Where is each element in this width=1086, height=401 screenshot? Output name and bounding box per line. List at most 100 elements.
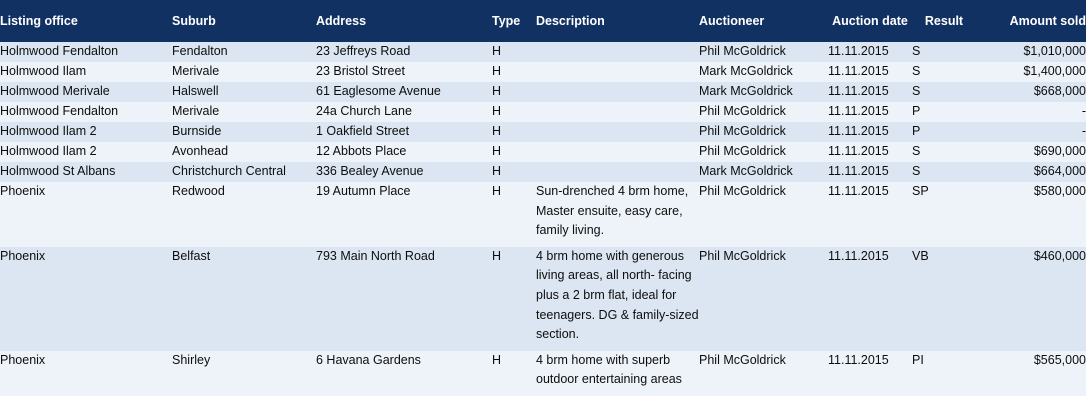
cell-amount-sold: - — [1081, 124, 1086, 138]
cell-auction-date: 11.11.2015 — [828, 124, 889, 138]
cell-auction-date: 11.11.2015 — [828, 64, 889, 78]
cell-description: 4 brm home with generous living areas, a… — [536, 248, 699, 342]
cell-type: H — [492, 144, 502, 158]
cell-auctioneer: Phil McGoldrick — [699, 184, 786, 198]
cell-type: H — [492, 184, 502, 198]
cell-auctioneer: Mark McGoldrick — [699, 164, 793, 178]
table-row[interactable]: Holmwood Fendalton Fendalton 23 Jeffreys R… — [0, 42, 1086, 62]
cell-listing-office: Phoenix — [0, 248, 46, 263]
table-row[interactable]: Holmwood Ilam Merivale 23 Bristol Street H M… — [0, 62, 1086, 82]
cell-auctioneer: Phil McGoldrick — [699, 44, 786, 58]
cell-address: 12 Abbots Place — [316, 144, 407, 158]
cell-listing-office: Holmwood Ilam 2 — [0, 144, 97, 158]
table-row[interactable]: Holmwood St Albans Christchurch Central 33… — [0, 162, 1086, 182]
cell-auction-date: 11.11.2015 — [828, 248, 889, 263]
cell-suburb: Merivale — [172, 64, 220, 78]
cell-address: 23 Jeffreys Road — [316, 44, 411, 58]
cell-type: H — [492, 164, 502, 178]
cell-listing-office: Holmwood Ilam 2 — [0, 124, 97, 138]
cell-suburb: Fendalton — [172, 44, 228, 58]
cell-description — [536, 122, 699, 142]
table-row[interactable]: Holmwood Merivale Halswell 61 Eaglesome Av… — [0, 82, 1086, 102]
cell-listing-office: Holmwood Fendalton — [0, 44, 119, 58]
cell-address: 61 Eaglesome Avenue — [316, 84, 441, 98]
cell-auction-date: 11.11.2015 — [828, 144, 889, 158]
table-row[interactable]: Holmwood Fendalton Merivale 24a Church Lan… — [0, 102, 1086, 122]
table-row[interactable]: Holmwood Ilam 2 Burnside 1 Oakfield Street… — [0, 122, 1086, 142]
cell-amount-sold: $664,000 — [1033, 164, 1086, 178]
cell-suburb: Merivale — [172, 104, 220, 118]
column-header-description[interactable]: Description — [536, 0, 699, 42]
cell-description — [536, 82, 699, 102]
cell-description — [536, 102, 699, 122]
cell-suburb: Belfast — [172, 248, 211, 263]
cell-address: 336 Bealey Avenue — [316, 164, 424, 178]
cell-auction-date: 11.11.2015 — [828, 352, 889, 367]
column-header-suburb[interactable]: Suburb — [172, 0, 316, 42]
cell-result: S — [912, 44, 921, 58]
cell-auction-date: 11.11.2015 — [828, 44, 889, 58]
cell-type: H — [492, 104, 502, 118]
cell-listing-office: Phoenix — [0, 184, 46, 198]
cell-type: H — [492, 84, 502, 98]
table-row[interactable]: Phoenix Redwood 19 Autumn Place H Sun-drench… — [0, 182, 1086, 247]
table-row[interactable]: Phoenix Shirley 6 Havana Gardens H 4 brm hom… — [0, 350, 1086, 396]
cell-auctioneer: Mark McGoldrick — [699, 84, 793, 98]
table-header-row: Listing office Suburb Address Type Descr… — [0, 0, 1086, 42]
column-header-result[interactable]: Result — [912, 0, 976, 42]
column-header-amount-sold[interactable]: Amount sold — [976, 0, 1086, 42]
column-header-type[interactable]: Type — [492, 0, 536, 42]
cell-auctioneer: Phil McGoldrick — [699, 352, 786, 367]
cell-auction-date: 11.11.2015 — [828, 184, 889, 198]
column-header-address[interactable]: Address — [316, 0, 492, 42]
cell-address: 24a Church Lane — [316, 104, 412, 118]
column-header-listing-office[interactable]: Listing office — [0, 0, 172, 42]
cell-description — [536, 142, 699, 162]
cell-auctioneer: Phil McGoldrick — [699, 248, 786, 263]
cell-amount-sold: $565,000 — [1033, 352, 1086, 367]
cell-result: PI — [912, 352, 924, 367]
cell-amount-sold: $580,000 — [1033, 184, 1086, 198]
cell-auctioneer: Phil McGoldrick — [699, 144, 786, 158]
cell-auction-date: 11.11.2015 — [828, 164, 889, 178]
cell-suburb: Burnside — [172, 124, 222, 138]
cell-auctioneer: Mark McGoldrick — [699, 64, 793, 78]
cell-address: 1 Oakfield Street — [316, 124, 410, 138]
cell-suburb: Avonhead — [172, 144, 229, 158]
cell-auctioneer: Phil McGoldrick — [699, 104, 786, 118]
cell-listing-office: Holmwood Ilam — [0, 64, 87, 78]
table-row[interactable]: Phoenix Belfast 793 Main North Road H 4 brm … — [0, 246, 1086, 351]
cell-listing-office: Holmwood St Albans — [0, 164, 116, 178]
cell-listing-office: Holmwood Fendalton — [0, 104, 119, 118]
cell-suburb: Shirley — [172, 352, 211, 367]
column-header-auction-date[interactable]: Auction date — [828, 0, 912, 42]
cell-address: 19 Autumn Place — [316, 184, 411, 198]
cell-result: S — [912, 164, 921, 178]
cell-address: 6 Havana Gardens — [316, 352, 421, 367]
cell-amount-sold: $1,010,000 — [1023, 44, 1086, 58]
cell-type: H — [492, 64, 502, 78]
cell-type: H — [492, 248, 502, 263]
cell-description: Sun-drenched 4 brm home, Master ensuite,… — [536, 184, 689, 238]
cell-amount-sold: $1,400,000 — [1023, 64, 1086, 78]
cell-auctioneer: Phil McGoldrick — [699, 124, 786, 138]
cell-type: H — [492, 352, 502, 367]
table-header: Listing office Suburb Address Type Descr… — [0, 0, 1086, 42]
column-header-auctioneer[interactable]: Auctioneer — [699, 0, 828, 42]
cell-suburb: Halswell — [172, 84, 219, 98]
cell-result: VB — [912, 248, 929, 263]
cell-result: S — [912, 84, 921, 98]
cell-suburb: Redwood — [172, 184, 225, 198]
cell-listing-office: Holmwood Merivale — [0, 84, 110, 98]
cell-amount-sold: - — [1081, 104, 1086, 118]
cell-description: 4 brm home with superb outdoor entertain… — [536, 352, 682, 387]
cell-description — [536, 42, 699, 62]
cell-amount-sold: $668,000 — [1033, 84, 1086, 98]
cell-result: S — [912, 64, 921, 78]
table-row[interactable]: Holmwood Ilam 2 Avonhead 12 Abbots Place H P… — [0, 142, 1086, 162]
cell-auction-date: 11.11.2015 — [828, 84, 889, 98]
cell-result: P — [912, 124, 921, 138]
cell-suburb: Christchurch Central — [172, 164, 286, 178]
cell-description — [536, 162, 699, 182]
